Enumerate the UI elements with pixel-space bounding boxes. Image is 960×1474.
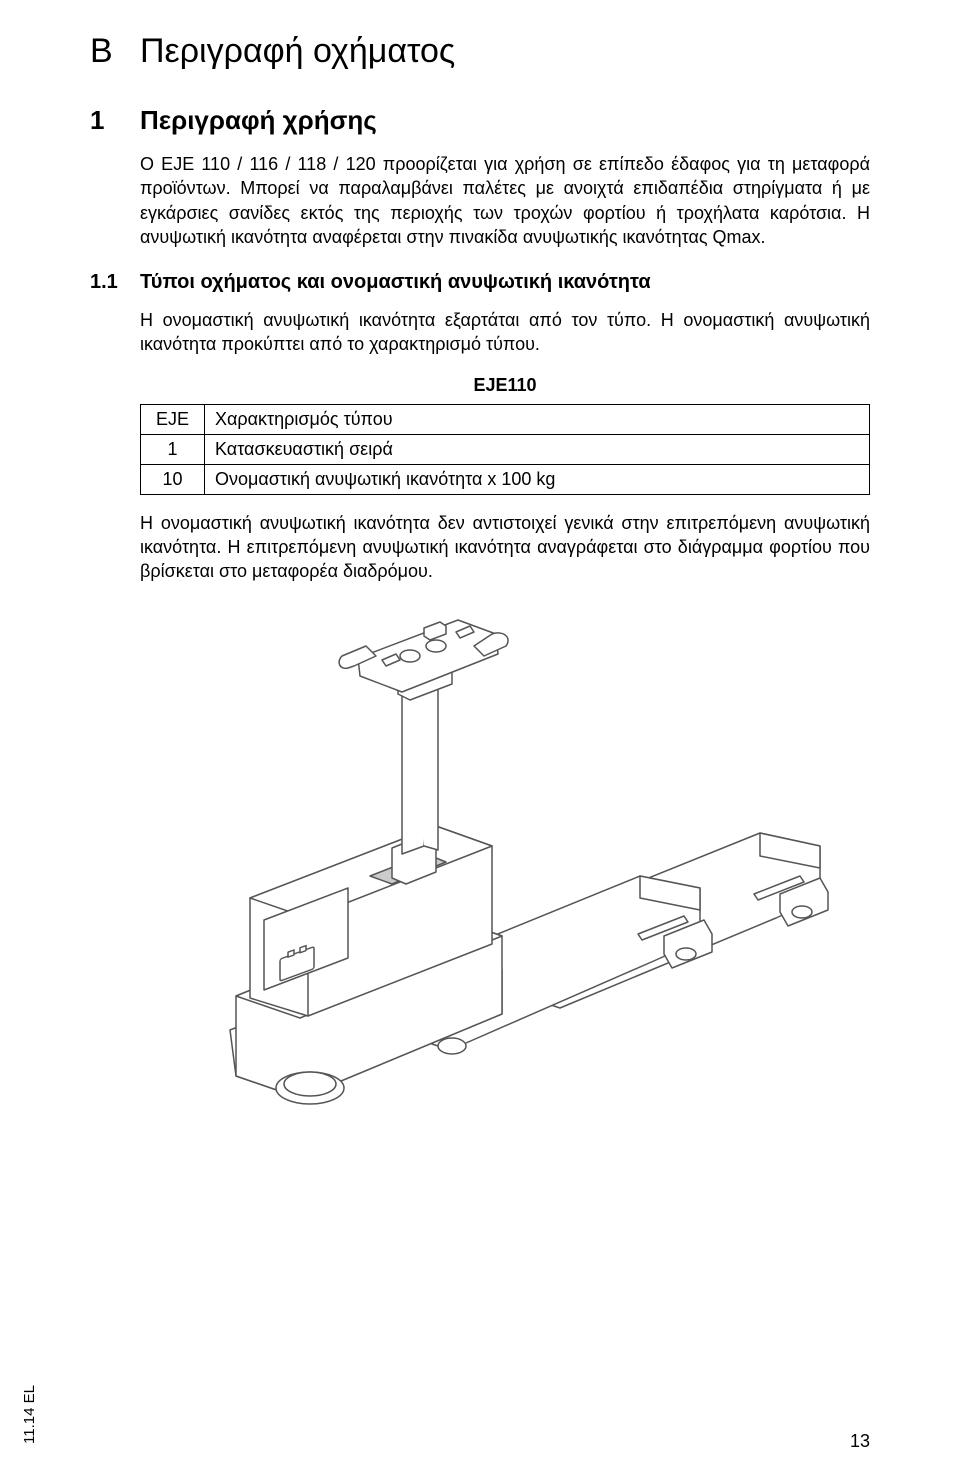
section-num: 1 [90,105,140,136]
subsection-title: Τύποι οχήματος και ονομαστική ανυψωτική … [140,271,651,294]
table-row: EJE Χαρακτηρισμός τύπου [141,404,870,434]
type-desc-cell: Κατασκευαστική σειρά [205,434,870,464]
type-table-caption: EJE110 [140,375,870,396]
section-title: Περιγραφή χρήσης [140,105,377,136]
pallet-truck-illustration [140,598,870,1128]
subsection-num: 1.1 [90,271,140,294]
para: Ο EJE 110 / 116 / 118 / 120 προορίζεται … [140,152,870,249]
type-desc-cell: Ονομαστική ανυψωτική ικανότητα x 100 kg [205,464,870,494]
para: Η ονομαστική ανυψωτική ικανότητα δεν αντ… [140,511,870,584]
type-code-cell: 10 [141,464,205,494]
section-1-body: Ο EJE 110 / 116 / 118 / 120 προορίζεται … [140,152,870,249]
table-row: 10 Ονομαστική ανυψωτική ικανότητα x 100 … [141,464,870,494]
subsection-1-1-header: 1.1 Τύποι οχήματος και ονομαστική ανυψωτ… [90,271,870,294]
type-table: EJE Χαρακτηρισμός τύπου 1 Κατασκευαστική… [140,404,870,495]
type-code-cell: EJE [141,404,205,434]
type-code-cell: 1 [141,434,205,464]
table-row: 1 Κατασκευαστική σειρά [141,434,870,464]
subsection-1-1-body: Η ονομαστική ανυψωτική ικανότητα εξαρτάτ… [140,308,870,583]
footer-doc-code: 11.14 EL [21,1385,38,1444]
para: Η ονομαστική ανυψωτική ικανότητα εξαρτάτ… [140,308,870,357]
chapter-letter: B [90,32,140,71]
type-desc-cell: Χαρακτηρισμός τύπου [205,404,870,434]
chapter-header: B Περιγραφή οχήματος [90,32,870,71]
section-1-header: 1 Περιγραφή χρήσης [90,105,870,136]
footer-page-number: 13 [850,1431,870,1452]
chapter-title: Περιγραφή οχήματος [140,32,455,71]
